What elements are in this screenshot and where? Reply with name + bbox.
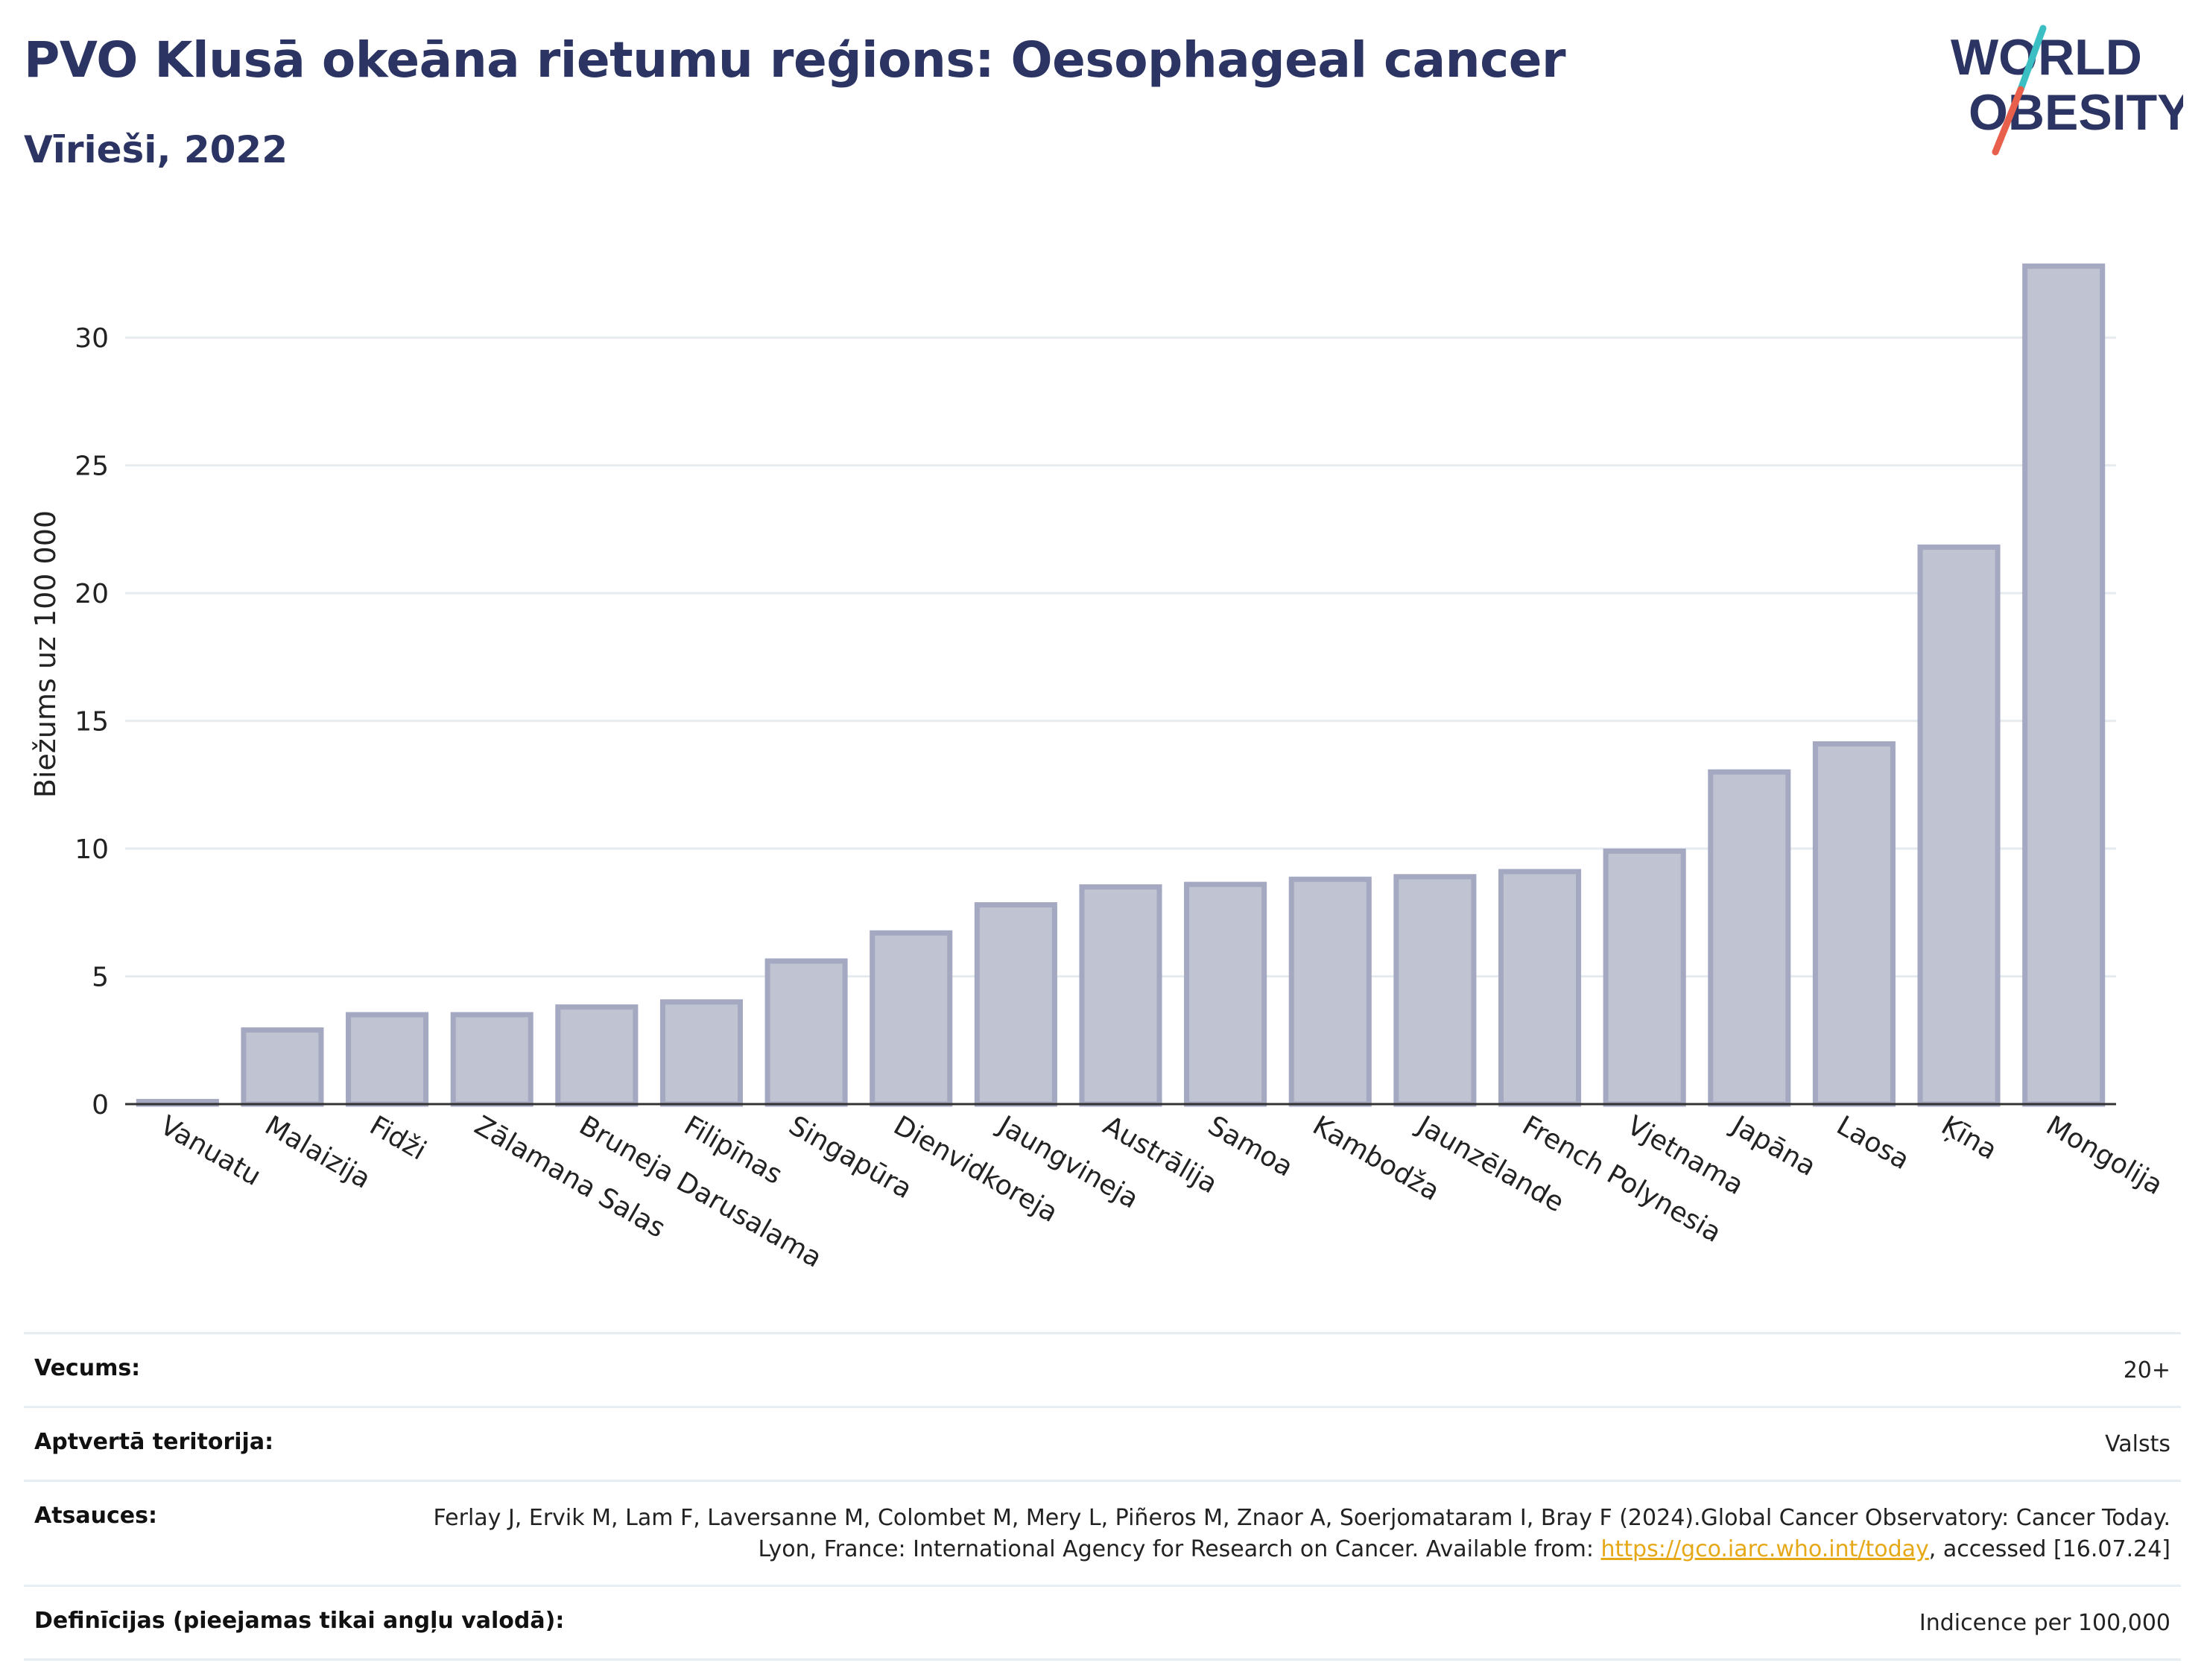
bar-zālamana-salas (450, 1012, 533, 1107)
logo-slash-teal (2017, 25, 2047, 93)
info-label-coverage: Aptvertā teritorija: (34, 1429, 274, 1455)
bar-french-polynesia (1498, 869, 1582, 1107)
reference-text: Ferlay J, Ervik M, Lam F, Laversanne M, … (433, 1505, 2170, 1562)
bar-mongolija (2022, 263, 2106, 1107)
x-tick-label: Laosa (1831, 1110, 1914, 1176)
info-row-age: Vecums: 20+ (24, 1332, 2181, 1406)
info-label-definitions: Definīcijas (pieejamas tikai angļu valod… (34, 1608, 565, 1634)
info-label-age: Vecums: (34, 1355, 141, 1381)
bar-singapūra (764, 958, 848, 1107)
bar-ķīna (1917, 544, 2001, 1107)
x-tick-label: Vanuatu (155, 1110, 266, 1192)
bar-samoa (1184, 881, 1267, 1107)
bars-layer (136, 263, 2106, 1107)
bar-kambodža (1288, 876, 1372, 1107)
info-label-references: Atsauces: (34, 1503, 157, 1529)
logo-text-world: WORLD (1951, 29, 2142, 86)
x-tick-label: Zālamana Salas (469, 1110, 671, 1243)
y-tick-label: 0 (92, 1090, 109, 1120)
x-tick-label: Fidži (364, 1110, 431, 1166)
info-value-definitions: Indicence per 100,000 (1919, 1610, 2170, 1636)
bar-vjetnama (1603, 848, 1686, 1107)
bar-bruneja-darusalama (555, 1004, 639, 1107)
bar-japāna (1708, 769, 1791, 1107)
bar-dienvidkoreja (870, 930, 953, 1107)
bar-jaungvineja (974, 902, 1057, 1107)
info-row-definitions: Definīcijas (pieejamas tikai angļu valod… (24, 1585, 2181, 1661)
bar-malaizija (241, 1027, 324, 1107)
bar-filipīnas (659, 999, 744, 1107)
y-tick-label: 5 (92, 963, 109, 993)
y-tick-label: 30 (75, 323, 109, 354)
x-tick-label: Malaizija (259, 1110, 376, 1195)
y-axis-title: Biežums uz 100 000 (29, 510, 62, 798)
y-tick-label: 10 (75, 834, 109, 865)
info-row-coverage: Aptvertā teritorija: Valsts (24, 1406, 2181, 1480)
page-subtitle: Vīrieši, 2022 (24, 128, 288, 171)
reference-accessed: , accessed [16.07.24] (1928, 1536, 2170, 1562)
info-value-age: 20+ (2123, 1357, 2170, 1383)
x-tick-label: Ķīna (1937, 1110, 2002, 1166)
y-tick-label: 20 (75, 579, 109, 609)
x-tick-label: Mongolija (2041, 1110, 2167, 1201)
info-row-references: Atsauces: Ferlay J, Ervik M, Lam F, Lave… (24, 1480, 2181, 1585)
bar-austrālija (1079, 884, 1162, 1107)
page-title: PVO Klusā okeāna rietumu reģions: Oesoph… (24, 31, 1566, 89)
y-tick-label: 15 (75, 707, 109, 738)
y-tick-label: 25 (75, 451, 109, 482)
info-table: Vecums: 20+ Aptvertā teritorija: Valsts … (24, 1332, 2181, 1661)
bar-laosa (1812, 741, 1896, 1107)
logo-slash-red (1992, 86, 2024, 156)
reference-link[interactable]: https://gco.iarc.who.int/today (1600, 1536, 1929, 1562)
bar-jaunzēlande (1393, 874, 1477, 1107)
world-obesity-logo: WORLD OBESITY (1951, 25, 2183, 156)
info-value-coverage: Valsts (2105, 1431, 2170, 1457)
info-value-references: Ferlay J, Ervik M, Lam F, Laversanne M, … (382, 1503, 2170, 1565)
bar-fidži (346, 1012, 429, 1107)
